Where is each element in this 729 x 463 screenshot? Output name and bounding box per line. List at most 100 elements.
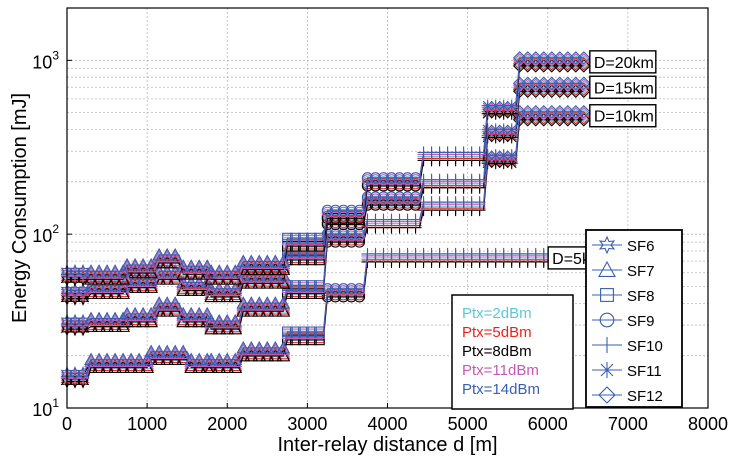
marker-sf7 (228, 321, 243, 335)
x-tick-label: 8000 (688, 414, 728, 434)
marker-sf7 (184, 354, 199, 367)
marker-sf12 (577, 51, 591, 65)
marker-sf12 (577, 112, 591, 127)
marker-sf7 (598, 260, 616, 277)
x-tick-label: 1000 (127, 414, 167, 434)
marker-sf9 (409, 180, 422, 192)
marker-sf12 (577, 76, 591, 91)
marker-sf7 (184, 314, 199, 328)
marker-sf7 (184, 283, 199, 296)
marker-sf7 (176, 346, 191, 360)
marker-sf7 (276, 256, 291, 269)
marker-sf7 (220, 313, 235, 327)
marker-sf7 (244, 342, 259, 356)
marker-sf8 (290, 280, 301, 291)
marker-sf7 (276, 304, 291, 317)
marker-sf7 (100, 311, 114, 324)
marker-sf7 (92, 272, 106, 285)
marker-sf7 (140, 360, 155, 373)
marker-sf7 (260, 342, 275, 356)
marker-sf8 (314, 334, 325, 346)
marker-sf7 (260, 256, 275, 269)
marker-sf7 (220, 315, 235, 329)
marker-sf9 (401, 172, 414, 184)
marker-sf9 (393, 172, 406, 184)
marker-sf8 (281, 326, 293, 338)
marker-sf7 (108, 360, 123, 373)
marker-sf7 (276, 342, 291, 356)
marker-sf8 (298, 326, 309, 338)
marker-sf7 (160, 255, 175, 269)
marker-legend-label: SF6 (627, 238, 655, 255)
marker-sf7 (100, 352, 114, 365)
marker-sf9 (401, 191, 414, 203)
marker-sf7 (128, 308, 143, 322)
marker-sf7 (184, 275, 199, 288)
marker-sf7 (228, 289, 243, 303)
marker-sf7 (152, 298, 167, 311)
marker-sf7 (268, 348, 283, 362)
y-tick-label: 101 (32, 396, 59, 420)
marker-sf9 (393, 199, 406, 211)
marker-sf7 (244, 256, 259, 269)
marker-sf7 (236, 304, 251, 317)
marker-sf7 (92, 311, 106, 324)
marker-sf7 (116, 272, 131, 285)
marker-sf7 (160, 266, 175, 279)
marker-sf7 (184, 352, 199, 365)
marker-sf7 (212, 272, 227, 285)
marker-sf7 (160, 344, 175, 358)
marker-sf7 (276, 262, 291, 275)
marker-sf7 (228, 283, 243, 297)
marker-sf9 (345, 204, 358, 217)
marker-sf9 (385, 191, 398, 203)
marker-sf9 (401, 199, 414, 211)
marker-sf11 (497, 149, 510, 162)
marker-sf7 (144, 272, 159, 285)
marker-sf9 (361, 172, 374, 184)
marker-sf9 (369, 180, 382, 192)
marker-sf8 (314, 240, 325, 252)
marker-sf11 (505, 149, 518, 162)
marker-sf7 (176, 267, 191, 280)
marker-sf7 (244, 340, 259, 354)
marker-sf7 (220, 321, 235, 335)
marker-sf9 (337, 283, 350, 295)
marker-sf7 (160, 298, 175, 311)
marker-sf7 (184, 261, 199, 274)
marker-sf7 (228, 354, 243, 367)
marker-sf7 (276, 276, 291, 289)
marker-sf7 (116, 286, 131, 299)
marker-sf7 (128, 314, 143, 328)
y-tick-base: 10 (32, 400, 52, 420)
marker-sf7 (192, 308, 207, 322)
marker-sf7 (228, 266, 243, 279)
marker-sf8 (298, 288, 309, 299)
marker-sf7 (128, 280, 143, 293)
marker-sf7 (136, 265, 151, 279)
marker-legend-label: SF8 (627, 288, 655, 305)
marker-sf7 (84, 311, 98, 324)
power-legend: Ptx=2dBm Ptx=5dBm Ptx=8dBm Ptx=11dBm Ptx=14d… (451, 294, 574, 410)
marker-sf7 (228, 360, 243, 373)
marker-sf7 (192, 275, 207, 288)
marker-sf7 (100, 360, 114, 373)
marker-sf7 (204, 360, 219, 373)
marker-sf7 (152, 346, 167, 360)
marker-sf8 (314, 232, 325, 244)
marker-sf7 (116, 278, 131, 291)
marker-sf7 (108, 313, 123, 326)
marker-sf9 (401, 180, 414, 192)
marker-sf7 (168, 304, 183, 317)
marker-sf11 (497, 123, 510, 136)
marker-sf7 (184, 277, 199, 290)
marker-sf7 (92, 360, 106, 373)
marker-sf9 (377, 199, 390, 211)
marker-legend-label: SF9 (627, 313, 655, 330)
marker-sf7 (276, 298, 291, 311)
series-line (67, 255, 548, 376)
marker-sf8 (290, 334, 301, 346)
power-legend-items: Ptx=2dBm Ptx=5dBm Ptx=8dBm Ptx=11dBm Ptx=14d… (462, 305, 540, 398)
y-tick-exponent: 2 (52, 222, 59, 236)
marker-sf9 (385, 172, 398, 184)
